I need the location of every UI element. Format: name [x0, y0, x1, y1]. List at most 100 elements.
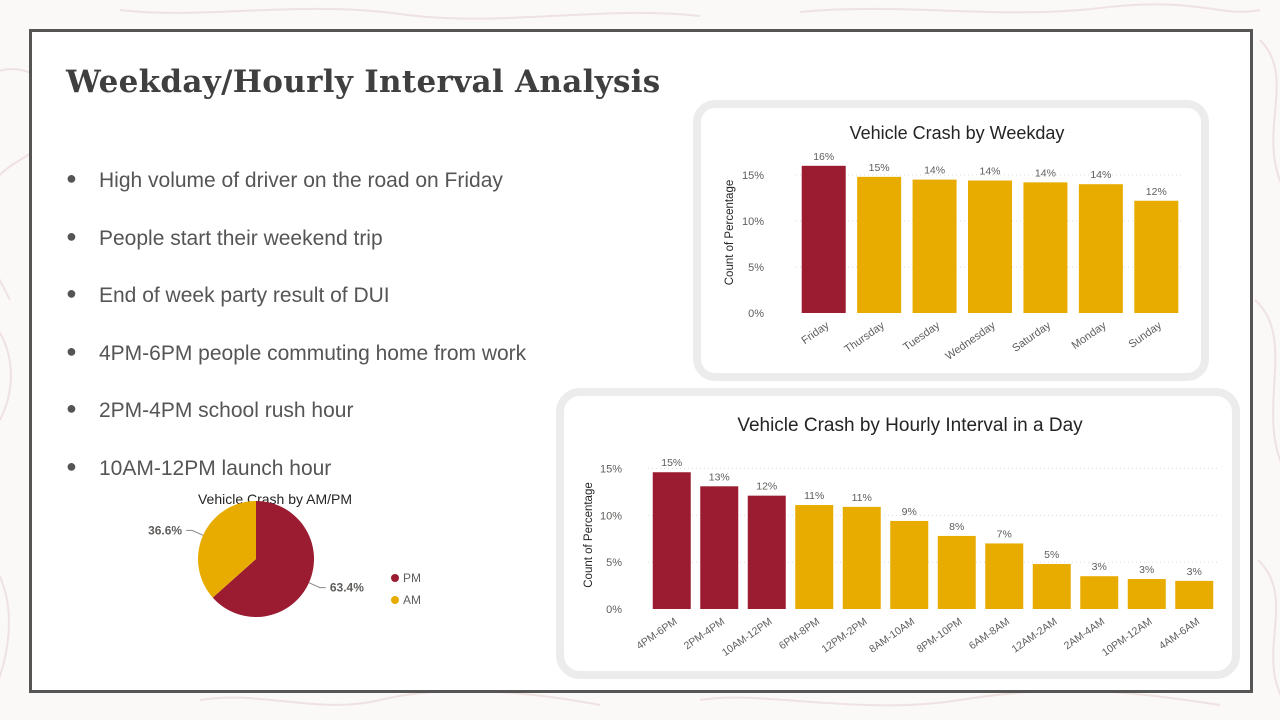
hourly-category-label: 6AM-8AM [967, 616, 1012, 653]
weekday-category-label: Monday [1070, 319, 1109, 352]
slide-title: Weekday/Hourly Interval Analysis [66, 64, 661, 100]
hourly-chart-card: Vehicle Crash by Hourly Interval in a Da… [556, 388, 1240, 679]
bullet-dot-icon: ● [66, 398, 77, 418]
hourly-category-label: 4AM-6AM [1157, 616, 1202, 653]
hourly-y-tick-label: 15% [600, 463, 622, 475]
hourly-y-axis-label: Count of Percentage [583, 482, 595, 588]
hourly-y-tick-label: 0% [606, 604, 622, 616]
pie-legend-marker [391, 596, 399, 604]
pie-leader-line [308, 582, 326, 589]
weekday-bar [968, 180, 1012, 313]
hourly-data-label: 13% [709, 471, 730, 483]
hourly-bar [1127, 579, 1166, 609]
weekday-chart-card: Vehicle Crash by Weekday 0% 5% 10% 15% Count … [693, 100, 1209, 381]
hourly-bar [1175, 580, 1214, 609]
hourly-data-label: 9% [902, 506, 917, 518]
hourly-data-label: 7% [997, 528, 1012, 540]
bullet-dot-icon: ● [66, 283, 77, 303]
hourly-bar [842, 506, 881, 609]
hourly-bar [747, 495, 786, 609]
bullet-dot-icon: ● [66, 168, 77, 188]
weekday-data-label: 14% [924, 165, 945, 177]
weekday-category-label: Tuesday [901, 319, 943, 353]
hourly-y-tick-label: 5% [606, 557, 622, 569]
hourly-bar [937, 535, 976, 609]
weekday-y-tick-label: 10% [742, 216, 764, 228]
hourly-data-label: 11% [852, 492, 872, 504]
bullet-dot-icon: ● [66, 455, 77, 476]
pie-legend-label: AM [403, 593, 421, 607]
hourly-data-label: 15% [661, 457, 682, 469]
weekday-y-axis-label: Count of Percentage [724, 180, 736, 286]
pie-chart-title: Vehicle Crash by AM/PM [198, 491, 352, 507]
hourly-category-label: 12PM-2PM [820, 616, 870, 656]
bullet-text: 10AM-12PM launch hour [99, 456, 332, 480]
pie-leader-line [186, 529, 204, 536]
hourly-bar [700, 486, 739, 609]
weekday-chart-title: Vehicle Crash by Weekday [850, 123, 1065, 143]
bullet-text: 4PM-6PM people commuting home from work [99, 341, 527, 365]
hourly-category-label: 10AM-12PM [720, 616, 775, 659]
hourly-data-label: 3% [1092, 561, 1107, 573]
weekday-y-tick-label: 15% [742, 170, 764, 182]
hourly-data-label: 8% [949, 521, 964, 533]
ampm-pie-chart-panel: Vehicle Crash by AM/PM 63.4% 36.6% PM AM [130, 486, 450, 671]
hourly-y-tick-label: 10% [600, 510, 622, 522]
hourly-bar-chart: Vehicle Crash by Hourly Interval in a Da… [583, 415, 1218, 659]
weekday-category-label: Wednesday [943, 319, 998, 362]
weekday-category-label: Sunday [1127, 319, 1165, 351]
hourly-data-label: 12% [756, 481, 777, 493]
hourly-bar [1080, 576, 1119, 609]
pie-slice [212, 501, 314, 617]
hourly-data-label: 3% [1187, 566, 1202, 578]
weekday-bar-chart: Vehicle Crash by Weekday 0% 5% 10% 15% Count … [724, 123, 1184, 363]
hourly-data-label: 11% [804, 490, 824, 502]
pie-slice-label: 63.4% [330, 581, 364, 595]
hourly-category-label: 8PM-10PM [915, 616, 965, 656]
hourly-category-label: 12AM-2AM [1010, 616, 1060, 656]
weekday-y-tick-label: 0% [748, 308, 764, 320]
weekday-bar [801, 165, 846, 313]
bullet-text: 2PM-4PM school rush hour [99, 399, 354, 422]
weekday-data-label: 16% [813, 151, 834, 163]
pie-slice-label: 36.6% [148, 523, 182, 537]
hourly-data-label: 3% [1139, 564, 1154, 576]
weekday-category-label: Friday [800, 319, 832, 347]
hourly-bar [985, 543, 1024, 609]
hourly-category-label: 10PM-12AM [1100, 616, 1155, 659]
weekday-bar [1023, 182, 1068, 313]
hourly-category-label: 2AM-4AM [1062, 616, 1107, 653]
weekday-bar [912, 179, 957, 313]
weekday-data-label: 12% [1146, 186, 1167, 198]
ampm-pie-chart: Vehicle Crash by AM/PM 63.4% 36.6% PM AM [148, 491, 421, 617]
weekday-data-label: 15% [869, 162, 890, 174]
pie-legend-label: PM [403, 571, 421, 585]
hourly-bar [652, 472, 691, 609]
weekday-data-label: 14% [1035, 167, 1056, 179]
bullet-dot-icon: ● [66, 225, 77, 246]
pie-slice [198, 501, 256, 598]
weekday-y-tick-label: 5% [748, 262, 764, 274]
weekday-category-label: Thursday [842, 319, 887, 355]
hourly-bar [890, 520, 929, 609]
hourly-category-label: 4PM-6PM [634, 616, 679, 653]
weekday-data-label: 14% [1090, 169, 1111, 181]
pie-legend-marker [391, 574, 399, 582]
bullet-dot-icon: ● [66, 340, 77, 361]
weekday-data-label: 14% [979, 166, 1000, 178]
hourly-category-label: 8AM-10AM [867, 616, 917, 656]
weekday-bar [1134, 200, 1179, 313]
bullet-text: High volume of driver on the road on Fri… [99, 169, 503, 192]
hourly-chart-title: Vehicle Crash by Hourly Interval in a Da… [737, 415, 1083, 436]
hourly-bar [795, 505, 834, 609]
bullet-text: People start their weekend trip [99, 226, 383, 250]
bullet-text: End of week party result of DUI [99, 284, 390, 307]
hourly-category-label: 2PM-4PM [682, 616, 727, 653]
weekday-category-label: Saturday [1010, 319, 1053, 354]
hourly-category-label: 6PM-8PM [777, 616, 822, 653]
weekday-bar [1078, 184, 1123, 313]
hourly-bar [1032, 564, 1071, 609]
weekday-bar [857, 176, 902, 313]
hourly-data-label: 5% [1044, 549, 1059, 561]
